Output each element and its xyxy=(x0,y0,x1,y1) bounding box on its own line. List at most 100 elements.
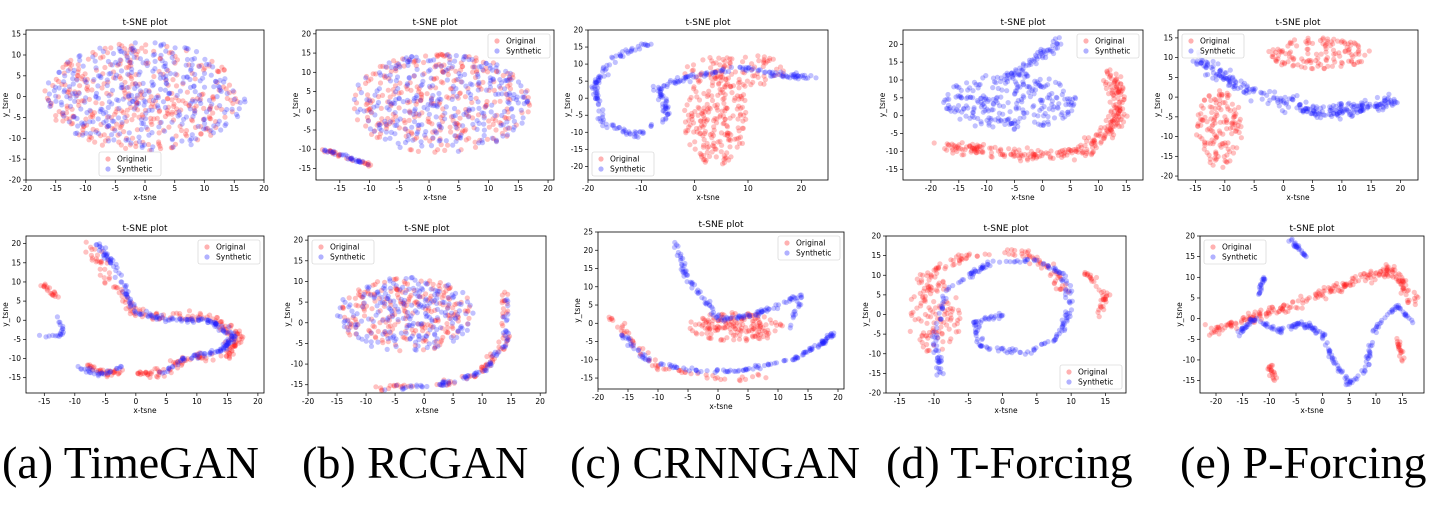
scatter-point xyxy=(90,49,96,56)
legend-marker-original xyxy=(105,156,111,162)
scatter-point xyxy=(715,68,721,74)
scatter-point xyxy=(77,83,83,89)
scatter-point xyxy=(183,128,190,134)
scatter-point xyxy=(389,308,395,314)
scatter-point xyxy=(56,69,62,75)
scatter-point xyxy=(720,121,726,127)
scatter-point xyxy=(950,150,956,156)
chart-title: t-SNE plot xyxy=(122,18,167,28)
scatter-point xyxy=(685,127,691,134)
y-tick-label: 5 xyxy=(578,77,583,86)
scatter-point xyxy=(720,65,727,71)
scatter-point xyxy=(76,90,82,96)
scatter-point xyxy=(511,124,517,130)
scatter-point xyxy=(726,369,732,375)
scatter-point xyxy=(52,333,59,339)
scatter-point xyxy=(198,131,204,137)
scatter-point xyxy=(86,368,92,374)
scatter-point xyxy=(741,70,748,76)
scatter-point xyxy=(108,45,114,51)
x-axis-label: x-tsne xyxy=(423,193,447,202)
scatter-point xyxy=(1019,99,1025,105)
scatter-point xyxy=(367,126,373,132)
x-tick-label: 10 xyxy=(743,184,753,193)
scatter-point xyxy=(1020,81,1026,87)
scatter-point xyxy=(383,64,389,70)
scatter-point xyxy=(118,75,124,82)
x-tick-label: 5 xyxy=(1310,184,1315,193)
scatter-point xyxy=(683,367,689,373)
scatter-point xyxy=(61,79,67,85)
scatter-point xyxy=(71,114,77,120)
scatter-point xyxy=(774,66,780,72)
scatter-point xyxy=(130,45,136,51)
scatter-point xyxy=(365,92,371,98)
scatter-point xyxy=(632,47,638,53)
series-original-b1 xyxy=(319,51,533,169)
scatter-point xyxy=(463,83,469,89)
scatter-point xyxy=(769,73,775,79)
scatter-point xyxy=(108,91,114,97)
scatter-point xyxy=(730,83,737,89)
scatter-point xyxy=(508,77,514,83)
scatter-point xyxy=(411,58,417,64)
scatter-point xyxy=(480,59,486,65)
scatter-point xyxy=(139,121,145,127)
scatter-point xyxy=(731,337,737,343)
scatter-point xyxy=(721,100,727,106)
scatter-point xyxy=(356,86,363,92)
scatter-point xyxy=(352,322,358,328)
scatter-point xyxy=(377,122,383,128)
scatter-point xyxy=(435,147,441,153)
scatter-point xyxy=(75,69,81,75)
scatter-point xyxy=(413,101,419,107)
scatter-point xyxy=(428,98,434,104)
scatter-point xyxy=(404,86,410,92)
scatter-point xyxy=(455,95,461,101)
scatter-point xyxy=(369,131,375,137)
y-tick-label: 15 xyxy=(11,258,21,267)
legend-marker-original xyxy=(598,156,604,162)
scatter-point xyxy=(180,81,186,87)
scatter-point xyxy=(167,90,173,96)
scatter-point xyxy=(182,131,189,137)
scatter-point xyxy=(741,313,747,319)
scatter-point xyxy=(407,147,413,153)
scatter-point xyxy=(419,110,425,116)
series-synthetic-a1 xyxy=(45,40,248,153)
scatter-point xyxy=(116,73,122,80)
scatter-point xyxy=(397,116,403,122)
scatter-point xyxy=(372,281,378,287)
scatter-point xyxy=(174,72,180,78)
scatter-point xyxy=(151,116,157,122)
scatter-point xyxy=(90,54,96,60)
scatter-point xyxy=(479,110,485,116)
scatter-point xyxy=(400,56,406,62)
scatter-point xyxy=(222,109,228,115)
scatter-point xyxy=(443,104,449,110)
scatter-point xyxy=(121,129,127,135)
scatter-point xyxy=(446,95,452,101)
scatter-point xyxy=(80,122,86,128)
scatter-point xyxy=(439,52,445,58)
scatter-point xyxy=(162,104,168,111)
scatter-point xyxy=(690,67,696,73)
scatter-point xyxy=(717,112,724,118)
scatter-point xyxy=(797,292,803,298)
scatter-point xyxy=(409,323,415,329)
scatter-point xyxy=(100,248,106,254)
scatter-point xyxy=(484,353,490,360)
scatter-point xyxy=(589,84,595,90)
scatter-point xyxy=(682,260,688,267)
scatter-point xyxy=(381,73,387,79)
scatter-point xyxy=(231,89,237,95)
scatter-point xyxy=(155,105,161,111)
scatter-point xyxy=(361,291,367,298)
scatter-point xyxy=(70,114,77,120)
scatter-point xyxy=(684,64,691,70)
scatter-point xyxy=(506,125,513,131)
scatter-point xyxy=(488,77,494,84)
scatter-point xyxy=(336,152,342,158)
scatter-point xyxy=(71,67,77,73)
scatter-point xyxy=(481,110,487,116)
